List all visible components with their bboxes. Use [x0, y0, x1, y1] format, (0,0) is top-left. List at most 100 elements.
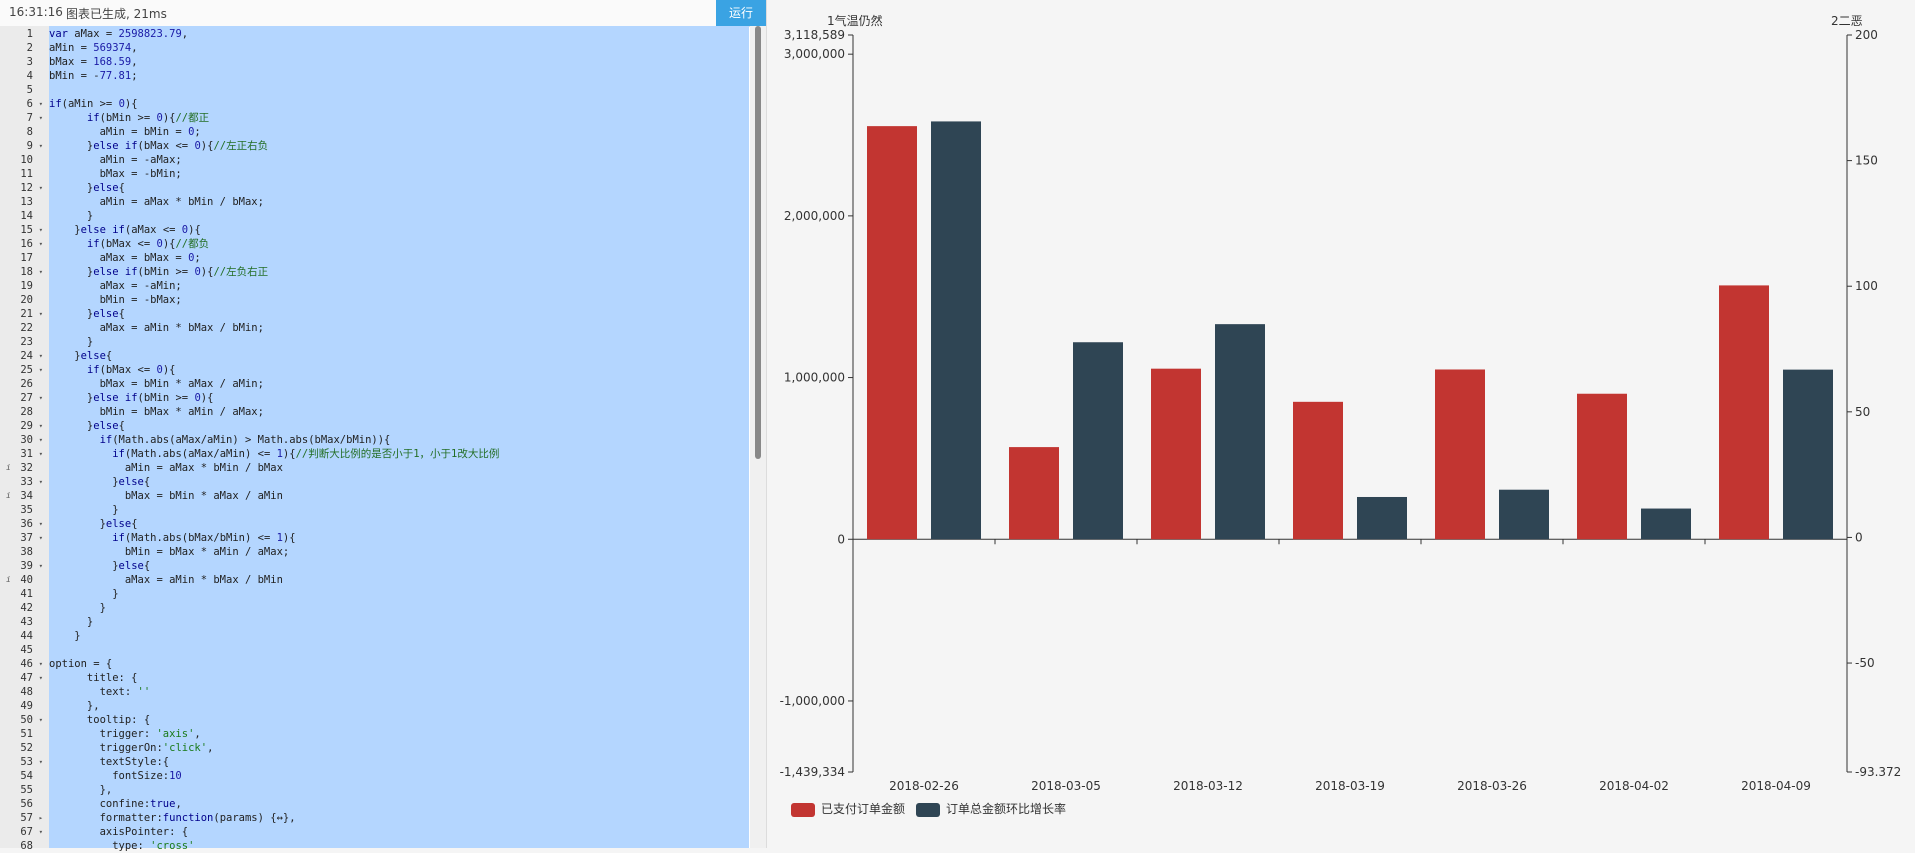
legend-item[interactable]: 订单总金额环比增长率 — [916, 800, 1066, 817]
line-number: 39 ▾ — [0, 559, 49, 573]
line-number-text: 23 — [20, 336, 33, 348]
line-number-text: 55 — [20, 784, 33, 796]
bar-chart: 1气温仍然 2二恶 -1,000,000 0 1,000,000 2,000,000 3,0… — [780, 13, 1902, 793]
fold-toggle-icon[interactable]: ▾ — [38, 716, 43, 724]
code-line: aMax = aMin * bMax / bMin; — [49, 322, 264, 334]
fold-toggle-icon[interactable]: ▾ — [38, 226, 43, 234]
line-number: 32 i — [0, 461, 49, 475]
legend-item[interactable]: 已支付订单金额 — [791, 800, 905, 817]
fold-toggle-icon[interactable]: ▾ — [38, 366, 43, 374]
code-editor[interactable]: 1 2 3 4 5 6 ▾ 7 ▾ 8 9 ▾ 10 11 12 ▾ 13 14 15 ▾ 16 ▾ 17 18 ▾ 19 20 21… — [0, 26, 766, 852]
category-label: 2018-04-09 — [1741, 779, 1811, 793]
line-number: 54 — [0, 769, 49, 783]
code-line — [49, 643, 499, 657]
fold-toggle-icon[interactable]: ▾ — [38, 562, 43, 570]
code-line: bMax = 168.59, — [49, 56, 138, 68]
line-number-text: 3 — [26, 56, 33, 68]
scrollbar-thumb[interactable] — [755, 26, 761, 459]
code-line: if(bMin >= 0){//都正 — [86, 112, 210, 124]
status-time: 16:31:16 — [9, 5, 63, 19]
code-line: }, — [49, 700, 100, 712]
line-number: 68 — [0, 839, 49, 853]
line-number-text: 54 — [20, 770, 33, 782]
code-line: bMin = -77.81; — [49, 70, 138, 82]
line-number-text: 20 — [20, 294, 33, 306]
line-number-text: 56 — [20, 798, 33, 810]
line-number: 3 — [0, 55, 49, 69]
fold-toggle-icon[interactable]: ▾ — [38, 352, 43, 360]
code-line: }else{ — [49, 308, 125, 320]
fold-toggle-icon[interactable]: ▾ — [38, 422, 43, 430]
code-line — [49, 83, 499, 97]
code-line: bMax = bMin * aMax / aMin; — [49, 378, 264, 390]
line-number: 36 ▾ — [0, 517, 49, 531]
code-line: aMin = 569374, — [49, 42, 138, 54]
left-axis-min-label: -1,439,334 — [780, 765, 845, 779]
fold-toggle-icon[interactable]: ▾ — [38, 268, 43, 276]
fold-toggle-icon[interactable]: ▾ — [38, 478, 43, 486]
line-number-text: 67 — [20, 826, 33, 838]
fold-collapsed-icon[interactable]: ▸ — [38, 814, 43, 822]
line-number-text: 53 — [20, 756, 33, 768]
fold-toggle-icon[interactable]: ▾ — [38, 758, 43, 766]
fold-toggle-icon[interactable]: ▾ — [38, 534, 43, 542]
line-number: 34 i — [0, 489, 49, 503]
code-text-area[interactable] — [49, 26, 749, 848]
fold-toggle-icon[interactable]: ▾ — [38, 828, 43, 836]
editor-scrollbar[interactable] — [750, 26, 766, 848]
line-number: 40 i — [0, 573, 49, 587]
left-tick-label: -1,000,000 — [780, 694, 845, 708]
fold-toggle-icon[interactable]: ▾ — [38, 660, 43, 668]
fold-toggle-icon[interactable]: ▾ — [38, 100, 43, 108]
line-number: 25 ▾ — [0, 363, 49, 377]
line-number-text: 12 — [20, 182, 33, 194]
line-number: 7 ▾ — [0, 111, 49, 125]
category-label: 2018-03-26 — [1457, 779, 1527, 793]
line-number: 27 ▾ — [0, 391, 49, 405]
line-number: 17 — [0, 251, 49, 265]
fold-toggle-icon[interactable]: ▾ — [38, 114, 43, 122]
legend-swatch — [916, 802, 940, 817]
line-number-text: 4 — [26, 70, 33, 82]
code-line: confine:true, — [49, 798, 182, 810]
fold-toggle-icon[interactable]: ▾ — [38, 184, 43, 192]
line-number: 26 — [0, 377, 49, 391]
fold-toggle-icon[interactable]: ▾ — [38, 240, 43, 248]
code-line: }, — [49, 784, 113, 796]
right-tick-label: 50 — [1855, 405, 1870, 419]
line-number-text: 39 — [20, 560, 33, 572]
line-number-text: 35 — [20, 504, 33, 516]
line-number-text: 7 — [26, 112, 33, 124]
line-number: 13 — [0, 195, 49, 209]
code-line: } — [49, 630, 81, 642]
code-line: if(Math.abs(bMax/bMin) <= 1){ — [112, 532, 296, 544]
line-number: 51 — [0, 727, 49, 741]
fold-toggle-icon[interactable]: ▾ — [38, 520, 43, 528]
fold-toggle-icon[interactable]: ▾ — [38, 310, 43, 318]
fold-toggle-icon[interactable]: ▾ — [38, 394, 43, 402]
line-number: 2 — [0, 41, 49, 55]
run-button[interactable]: 运行 — [716, 0, 766, 26]
line-number: 14 — [0, 209, 49, 223]
line-number-text: 16 — [20, 238, 33, 250]
fold-toggle-icon[interactable]: ▾ — [38, 436, 43, 444]
fold-toggle-icon[interactable]: ▾ — [38, 450, 43, 458]
fold-toggle-icon[interactable]: ▾ — [38, 674, 43, 682]
code-line: triggerOn:'click', — [49, 742, 214, 754]
code-line: type: 'cross' — [49, 840, 195, 852]
code-line: bMax = -bMin; — [49, 168, 182, 180]
line-number: 35 — [0, 503, 49, 517]
line-number: 45 — [0, 643, 49, 657]
fold-toggle-icon[interactable]: ▾ — [38, 142, 43, 150]
bar-growth-rate — [931, 121, 981, 540]
bar-growth-rate — [1215, 324, 1265, 540]
code-line: aMax = -aMin; — [49, 280, 182, 292]
line-number: 29 ▾ — [0, 419, 49, 433]
line-number: 16 ▾ — [0, 237, 49, 251]
line-number-text: 30 — [20, 434, 33, 446]
bar-growth-rate — [1073, 342, 1123, 540]
code-line: }else if(aMax <= 0){ — [49, 224, 201, 236]
line-number-text: 9 — [26, 140, 33, 152]
code-line: option = { — [49, 658, 113, 670]
line-number: 4 — [0, 69, 49, 83]
